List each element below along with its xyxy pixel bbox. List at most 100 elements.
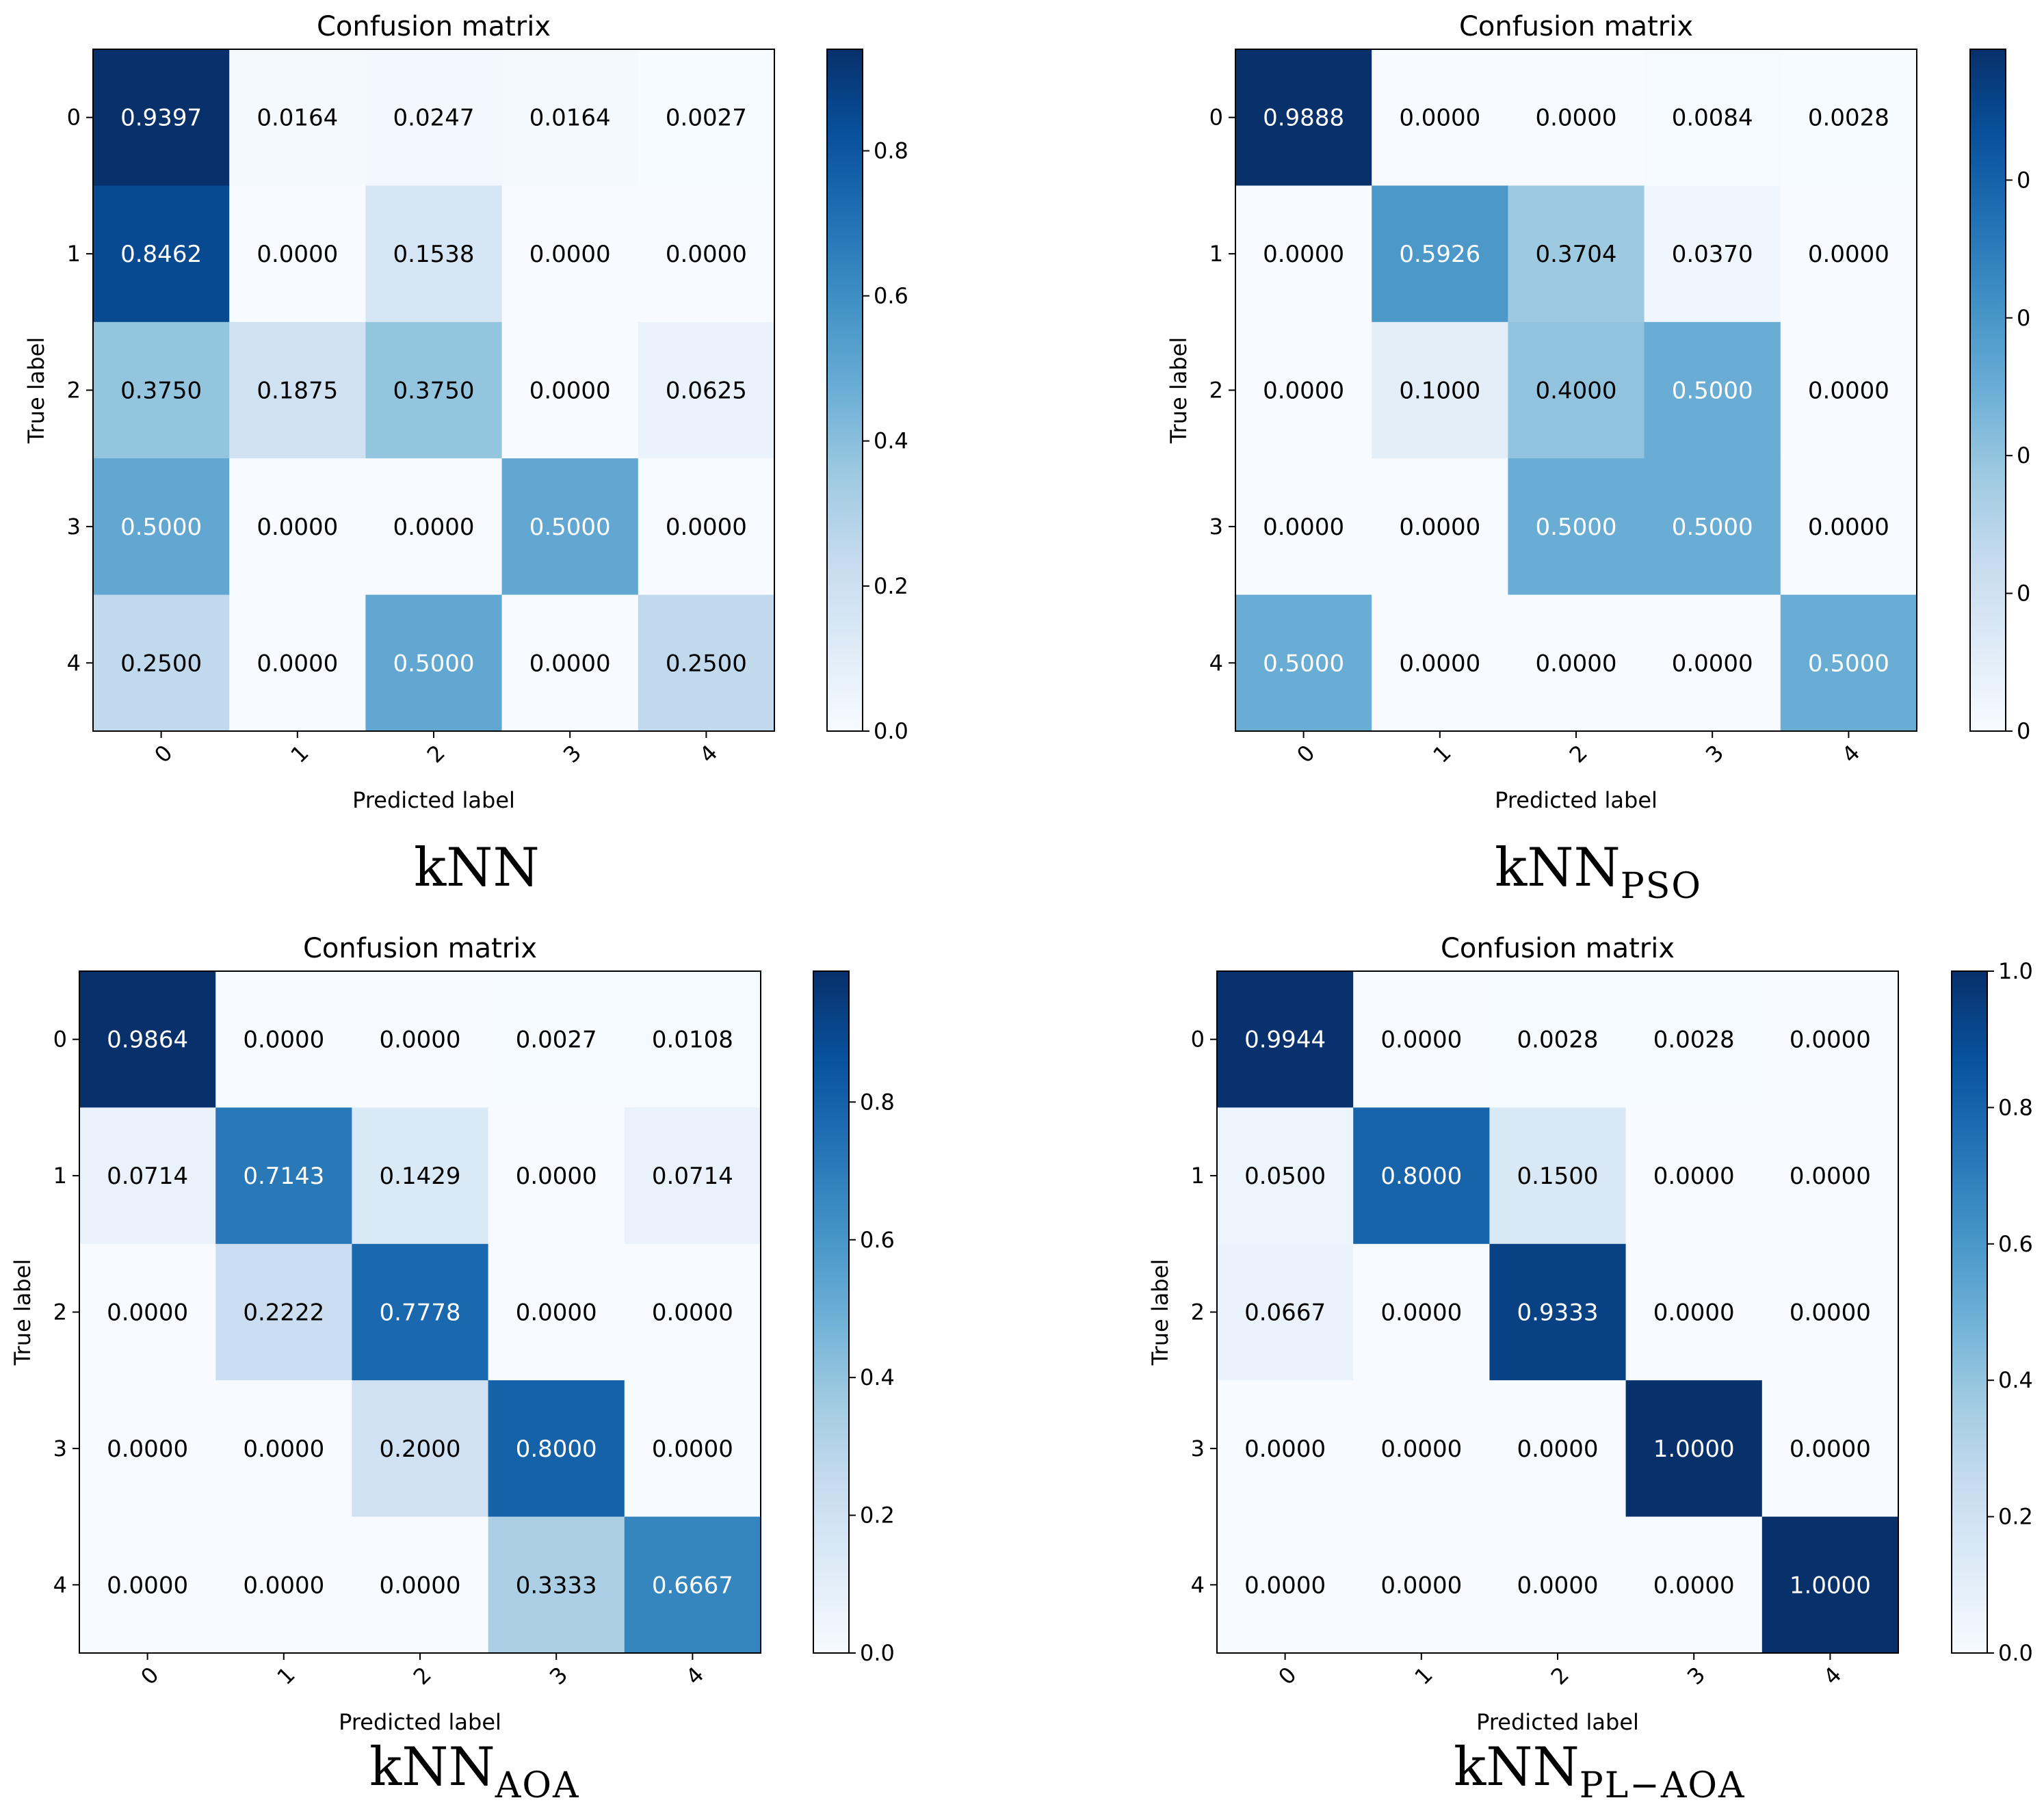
matrix-cell [1780,49,1917,186]
y-tick-label: 0 [1191,1027,1205,1053]
matrix-cell [229,185,366,323]
cell-value-label: 0.0000 [1790,1299,1871,1327]
matrix-cell [1489,1380,1627,1518]
y-axis-label: True label [23,337,49,445]
matrix-cell [1217,971,1354,1108]
cell-value-label: 0.0000 [529,378,611,405]
cell-value-label: 0.0000 [1517,1572,1599,1599]
chart-title: Confusion matrix [1441,933,1675,964]
cell-value-label: 0.0000 [1263,378,1344,405]
matrix-cell [1761,1107,1899,1245]
caption-knn-aoa: kNNAOA [369,1741,580,1803]
cell-value-label: 0.0000 [257,241,338,268]
colorbar-tick-label: 0.6 [860,1227,895,1253]
matrix-cell [365,594,503,732]
x-tick-label: 1 [272,1662,300,1690]
matrix-cell [1235,49,1372,186]
matrix-cell [1372,321,1508,459]
matrix-cell [501,49,639,186]
matrix-cell [1372,49,1508,186]
cell-value-label: 0.0000 [1244,1572,1326,1599]
x-axis-label: Predicted label [352,787,515,813]
cell-value-label: 0.0247 [393,105,475,132]
colorbar-tick-label: 0 [2017,581,2030,607]
cell-value-label: 0.5926 [1399,241,1480,268]
cell-value-label: 0.3333 [516,1572,597,1599]
matrix-cell [229,49,366,186]
y-tick-label: 0 [67,105,81,131]
matrix-cell [1217,1516,1354,1654]
cell-value-label: 0.0000 [1653,1299,1735,1327]
cell-value-label: 0.0000 [516,1163,597,1190]
matrix-cell [1489,1107,1627,1245]
y-tick-label: 4 [53,1572,67,1598]
matrix-cell [624,1107,761,1245]
colorbar-tick-label: 0.2 [874,573,908,599]
colorbar-tick-label: 0 [2017,305,2030,331]
matrix-cell [501,185,639,323]
matrix-cell [1780,185,1917,323]
matrix-cell [488,1243,625,1381]
matrix-cell [1508,458,1645,596]
x-tick-label: 0 [1292,740,1320,768]
matrix-cell [638,458,775,596]
cell-value-label: 1.0000 [1790,1572,1871,1599]
matrix-cell [1217,1243,1354,1381]
matrix-cell [352,1516,489,1654]
cell-value-label: 0.5000 [1672,378,1753,405]
y-tick-label: 1 [67,241,81,267]
matrix-cell [365,458,503,596]
matrix-cell [1761,1243,1899,1381]
matrix-cell [229,594,366,732]
matrix-cell [79,1107,216,1245]
cell-value-label: 0.3750 [393,378,475,405]
colorbar-tick-label: 0.4 [860,1364,895,1390]
cell-value-label: 0.5000 [1808,650,1889,677]
cell-value-label: 0.1500 [1517,1163,1599,1190]
caption-subscript: AOA [495,1765,580,1807]
cell-value-label: 0.0667 [1244,1299,1326,1327]
y-tick-label: 3 [1209,514,1223,540]
matrix-cell [1353,1380,1490,1518]
x-axis-label: Predicted label [1476,1709,1639,1735]
cell-value-label: 0.0000 [666,514,747,541]
matrix-cell [638,321,775,459]
colorbar-tick-label: 0 [2017,442,2030,468]
cell-value-label: 0.8000 [1380,1163,1462,1190]
matrix-cell [93,321,230,459]
cell-value-label: 0.0028 [1808,105,1889,132]
cell-value-label: 0.0000 [1808,241,1889,268]
cell-value-label: 0.0000 [1672,650,1753,677]
x-axis-label: Predicted label [1495,787,1658,813]
caption-main: kNN [1454,1736,1580,1798]
colorbar-tick-label: 0.6 [1998,1231,2033,1257]
cell-value-label: 0.5000 [1672,514,1753,541]
cell-value-label: 0.0000 [666,241,747,268]
matrix-cell [624,1243,761,1381]
y-tick-label: 0 [1209,105,1223,131]
chart-title: Confusion matrix [317,11,551,42]
x-tick-label: 2 [1564,740,1593,768]
cell-value-label: 0.2222 [243,1299,324,1327]
cell-value-label: 0.4000 [1536,378,1617,405]
cell-value-label: 0.1429 [380,1163,461,1190]
cell-value-label: 0.0625 [666,378,747,405]
caption-knn: kNN [414,841,540,895]
cell-value-label: 0.0084 [1672,105,1753,132]
cell-value-label: 0.0000 [1399,650,1480,677]
y-tick-label: 1 [53,1163,67,1189]
matrix-cell [229,321,366,459]
colorbar-tick-label: 0.0 [874,718,908,744]
matrix-cell [1353,1243,1490,1381]
cell-value-label: 0.0000 [107,1436,188,1463]
x-tick-label: 4 [1837,740,1865,768]
cell-value-label: 0.0000 [1517,1436,1599,1463]
matrix-cell [365,49,503,186]
cell-value-label: 0.9397 [120,105,202,132]
matrix-cell [1644,594,1781,732]
cell-value-label: 0.0000 [1380,1436,1462,1463]
cell-value-label: 0.1538 [393,241,475,268]
confusion-matrix-panel-3: Confusion matrix 0.9864 0.0000 0.0000 0.0027… [10,933,895,1735]
matrix-cell [365,321,503,459]
colorbar [1951,970,1988,1654]
